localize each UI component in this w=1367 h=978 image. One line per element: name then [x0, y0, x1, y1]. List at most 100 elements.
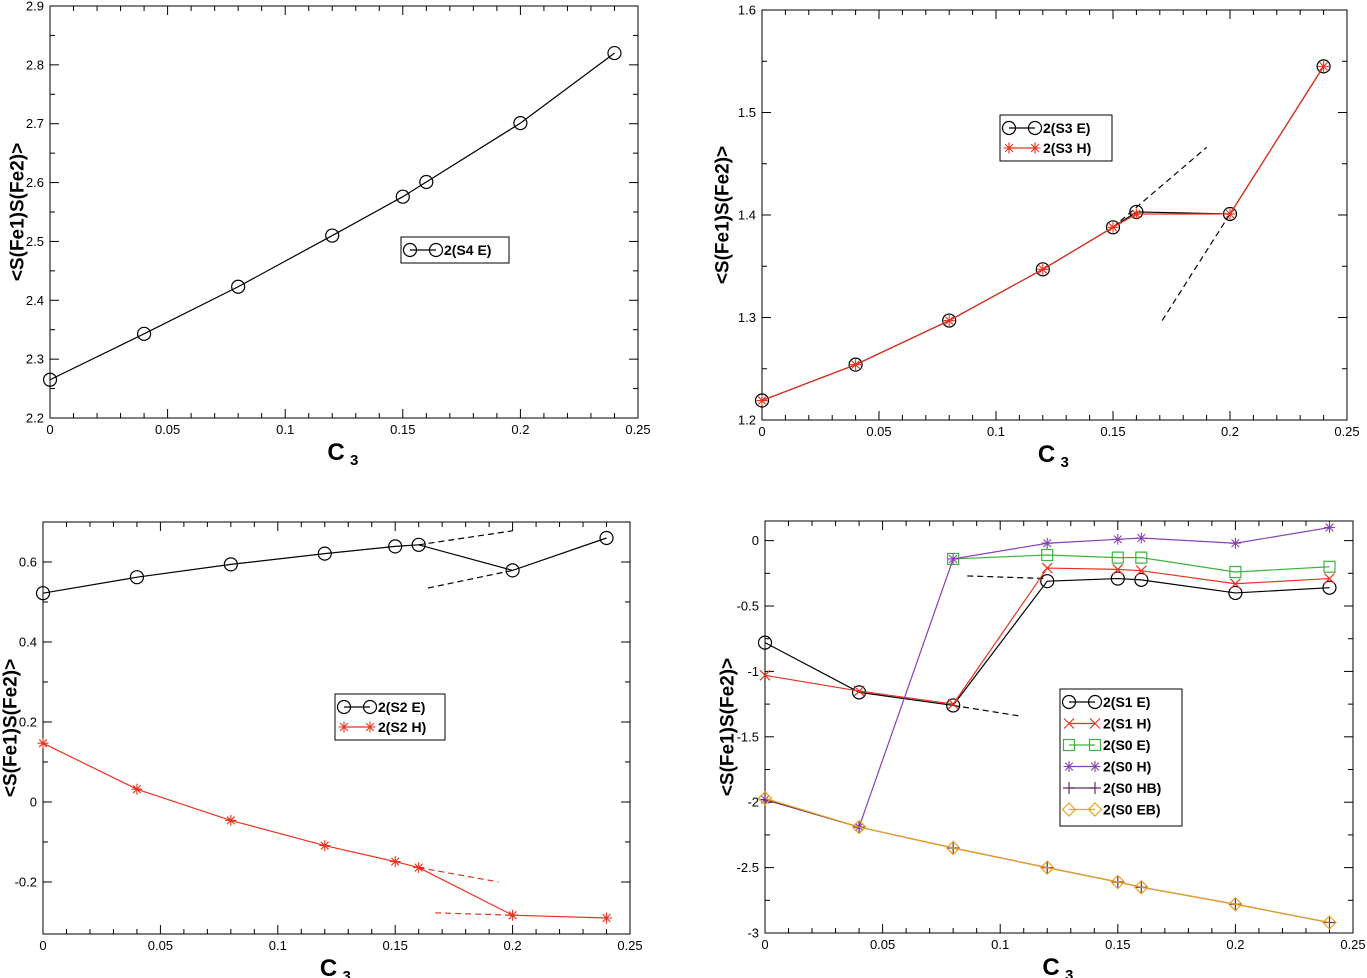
- series-6: [757, 790, 1337, 930]
- data-point: [1228, 896, 1243, 912]
- data-point: [850, 359, 862, 371]
- x-tick-label: 0.05: [870, 937, 895, 952]
- data-point: [947, 698, 959, 710]
- data-point: [1134, 572, 1149, 587]
- data-point: [42, 372, 58, 387]
- legend-label: 2(S2 H): [378, 719, 426, 735]
- legend-label: 2(S3 E): [1043, 120, 1090, 136]
- legend-label: 2(S0 H): [1103, 759, 1151, 775]
- y-tick-label: 0: [752, 533, 759, 548]
- y-axis-title: <S(Fe1)S(Fe2)>: [1, 659, 22, 797]
- legend-label: 2(S0 HB): [1103, 780, 1161, 796]
- dashed-guide-line: [1161, 213, 1231, 321]
- x-tick-label: 0.2: [1221, 424, 1239, 439]
- y-tick-label: 1.4: [738, 208, 756, 223]
- legend-marker: [402, 242, 418, 258]
- legend-marker: [1061, 694, 1077, 710]
- legend-marker: [1062, 738, 1076, 752]
- y-tick-label: 2.4: [26, 293, 44, 308]
- y-tick-label: 1.2: [738, 413, 756, 428]
- data-point: [388, 539, 403, 554]
- y-tick-label: -2.5: [737, 860, 759, 875]
- x-tick-label: 0: [758, 424, 765, 439]
- data-point: [1110, 571, 1125, 586]
- data-point: [1041, 562, 1053, 574]
- legend-marker: [364, 721, 376, 733]
- x-tick-label: 0.05: [148, 938, 173, 953]
- legend-marker: [1088, 738, 1102, 752]
- data-point: [946, 698, 961, 713]
- x-tick-label: 0.15: [1105, 937, 1130, 952]
- legend-marker: [1089, 718, 1101, 729]
- x-tick-label: 0.05: [155, 422, 180, 437]
- x-axis-title: C: [1038, 441, 1055, 468]
- data-point: [225, 814, 237, 826]
- x-axis-title-subscript: 3: [350, 452, 358, 469]
- x-axis-title-subscript: 3: [343, 968, 351, 978]
- legend: 2(S4 E): [400, 236, 510, 264]
- x-tick-label: 0.2: [504, 938, 522, 953]
- series-line: [42, 537, 607, 594]
- data-point: [601, 912, 613, 924]
- data-point: [413, 862, 425, 874]
- data-point: [756, 395, 768, 407]
- data-point: [1323, 560, 1336, 573]
- legend-marker: [1029, 142, 1041, 154]
- data-point: [1112, 563, 1124, 575]
- legend-marker: [1089, 761, 1101, 772]
- series-2: [756, 60, 1330, 407]
- data-point: [1037, 263, 1049, 275]
- series-line: [764, 526, 1330, 828]
- x-tick-label: 0.25: [1334, 424, 1359, 439]
- x-tick-label: 0.15: [383, 938, 408, 953]
- chart-panel-2: 0 0.05 0.1 0.15 0.2 0.25 1.2 1.3 1.4 1.5 1.6 C 3 <S(F…: [713, 3, 1360, 472]
- data-point: [1041, 548, 1054, 562]
- data-point: [947, 553, 959, 565]
- y-tick-label: -0.2: [15, 875, 37, 890]
- y-tick-label: 0.6: [19, 555, 37, 570]
- data-point: [757, 790, 773, 806]
- y-tick-label: 0.2: [19, 715, 37, 730]
- series-line: [953, 554, 1330, 573]
- data-point: [1111, 551, 1124, 564]
- data-point: [943, 315, 955, 327]
- dashed-guide-line: [418, 530, 513, 546]
- data-point: [513, 116, 528, 131]
- y-tick-label: 2.7: [26, 116, 44, 131]
- plot-frame: [761, 9, 1348, 421]
- y-tick-label: 2.6: [26, 175, 44, 190]
- data-point: [1133, 879, 1149, 895]
- y-tick-label: 1.6: [738, 3, 756, 18]
- y-tick-label: 0: [30, 795, 37, 810]
- legend-label: 2(S0 E): [1103, 737, 1150, 753]
- dashed-guide-line: [427, 569, 513, 589]
- x-axis-title: C: [1042, 954, 1059, 978]
- data-point: [942, 313, 957, 328]
- chart-panel-4: 0 0.05 0.1 0.15 0.2 0.25 -3 -2.5 -2 -1.5 -1 -0.5 0 C 3…: [718, 520, 1366, 978]
- series-1: [35, 530, 614, 601]
- data-point: [325, 228, 340, 243]
- data-point: [945, 840, 961, 856]
- data-point: [757, 635, 773, 650]
- data-point: [1035, 262, 1050, 277]
- x-axis-title: C: [320, 955, 337, 978]
- chart-panel-3: 0 0.05 0.1 0.15 0.2 0.25 -0.2 0 0.2 0.4 0.6 C 3 <S(Fe…: [1, 521, 643, 978]
- legend-marker: [1087, 802, 1103, 817]
- data-point: [129, 570, 145, 585]
- legend-label: 2(S1 E): [1103, 694, 1150, 710]
- series-2: [759, 562, 1335, 710]
- x-tick-label: 0: [46, 422, 53, 437]
- data-point: [319, 840, 331, 852]
- x-tick-label: 0.1: [276, 422, 294, 437]
- series-1: [757, 571, 1337, 713]
- data-point: [607, 45, 622, 61]
- y-tick-label: 2.2: [26, 411, 44, 426]
- series-2: [37, 737, 613, 924]
- legend-marker: [1001, 120, 1017, 136]
- data-point: [1318, 60, 1330, 72]
- x-tick-label: 0.15: [390, 422, 415, 437]
- legend: 2(S2 E) 2(S2 H): [334, 693, 446, 741]
- legend-label: 2(S1 H): [1103, 716, 1151, 732]
- data-point: [754, 393, 770, 408]
